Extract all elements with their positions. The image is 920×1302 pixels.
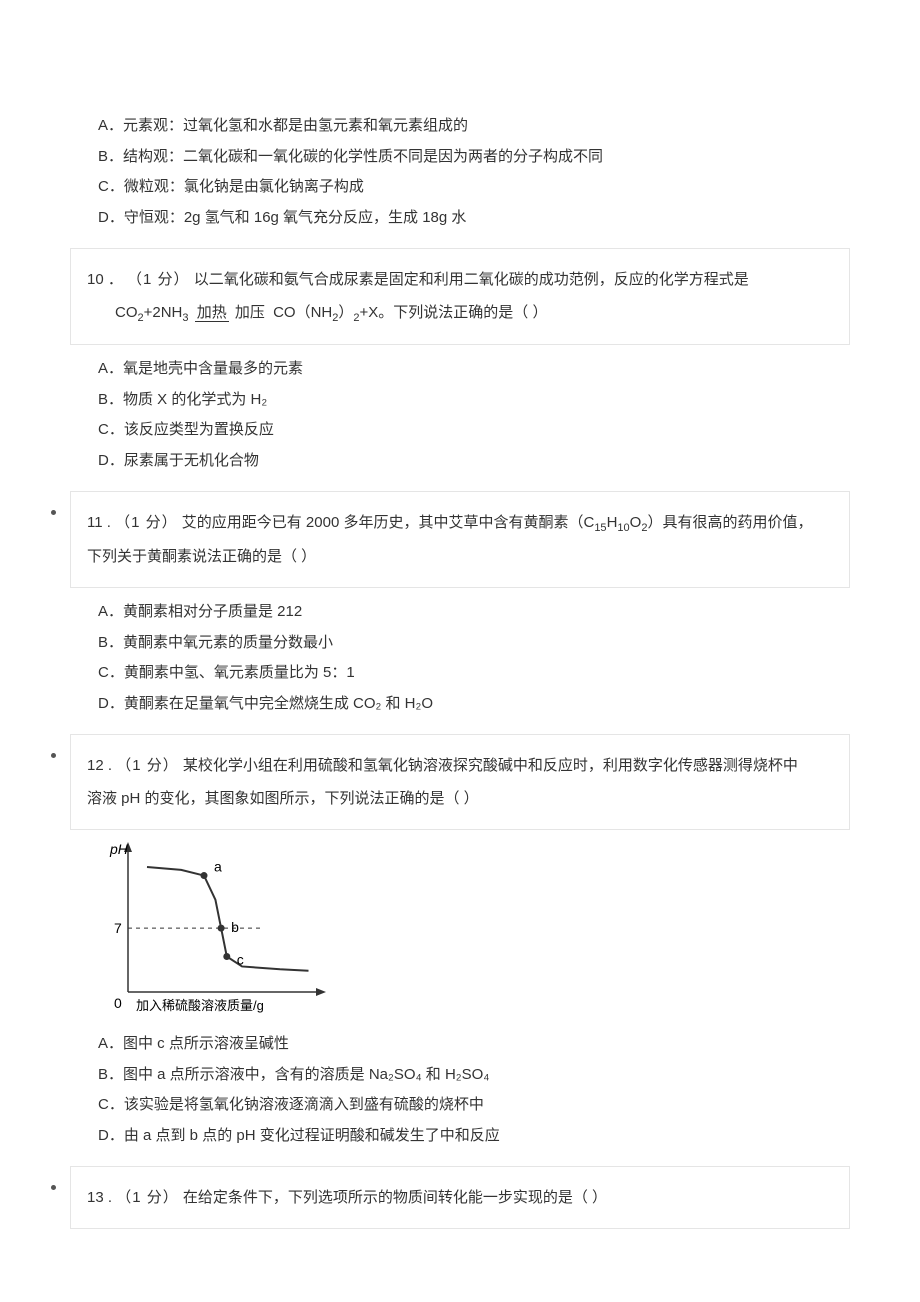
q11-sub-c: 15: [594, 522, 606, 534]
q9-option-c: C．微粒观：氯化钠是由氯化钠离子构成: [98, 173, 850, 202]
q12-stem-line1: 12 . （1 分） 某校化学小组在利用硫酸和氢氧化钠溶液探究酸碱中和反应时，利…: [87, 749, 833, 782]
q10-box: 10 ． （1 分） 以二氧化碳和氨气合成尿素是固定和利用二氧化碳的成功范例，反…: [70, 248, 850, 345]
svg-text:b: b: [231, 919, 239, 935]
q10-eq-right3: +X。下列说法正确的是（ ）: [360, 304, 548, 321]
q11-option-a: A．黄酮素相对分子质量是 212: [98, 598, 850, 627]
q11-option-d: D．黄酮素在足量氧气中完全燃烧生成 CO₂ 和 H₂O: [98, 690, 850, 719]
q10-option-c: C．该反应类型为置换反应: [98, 416, 850, 445]
q11-option-b: B．黄酮素中氧元素的质量分数最小: [98, 629, 850, 658]
svg-text:pH: pH: [109, 841, 129, 857]
q13-num: 13 .: [87, 1189, 112, 1206]
q9-option-b: B．结构观：二氧化碳和一氧化碳的化学性质不同是因为两者的分子构成不同: [98, 143, 850, 172]
q11-t1c: O: [630, 514, 642, 531]
bullet-icon: [51, 1185, 56, 1190]
q10-condition: 加热 加压: [195, 304, 267, 322]
q10-score: （1 分）: [127, 271, 190, 288]
svg-text:c: c: [237, 952, 244, 968]
q12-box: 12 . （1 分） 某校化学小组在利用硫酸和氢氧化钠溶液探究酸碱中和反应时，利…: [70, 734, 850, 830]
q11-stem-line2: 下列关于黄酮素说法正确的是（ ）: [87, 540, 833, 573]
q10-eq-co2-co: CO: [115, 304, 138, 321]
svg-text:a: a: [214, 859, 222, 875]
q11-box: 11 . （1 分） 艾的应用距今已有 2000 多年历史，其中艾草中含有黄酮素…: [70, 491, 850, 588]
q11-t1d: ）具有很高的药用价值，: [647, 514, 812, 531]
q13-box: 13 . （1 分） 在给定条件下，下列选项所示的物质间转化能一步实现的是（ ）: [70, 1166, 850, 1229]
q11-sub-h: 10: [617, 522, 629, 534]
q10-cond-top: 加热: [195, 304, 229, 322]
svg-text:0: 0: [114, 995, 122, 1011]
q12-num: 12 .: [87, 757, 112, 774]
q11-t1b: H: [607, 514, 618, 531]
q10-num: 10 ．: [87, 271, 123, 288]
q10-option-d: D．尿素属于无机化合物: [98, 447, 850, 476]
q11-t1: 艾的应用距今已有 2000 多年历史，其中艾草中含有黄酮素（C: [182, 514, 595, 531]
q11-option-c: C．黄酮素中氢、氧元素质量比为 5：1: [98, 659, 850, 688]
q13-score: （1 分）: [116, 1189, 179, 1206]
q9-option-d: D．守恒观：2g 氢气和 16g 氧气充分反应，生成 18g 水: [98, 204, 850, 233]
q11-stem-line1: 11 . （1 分） 艾的应用距今已有 2000 多年历史，其中艾草中含有黄酮素…: [87, 506, 833, 540]
q10-eq-right1: CO（NH: [273, 304, 332, 321]
q11-num: 11 .: [87, 514, 111, 531]
q13-text: 在给定条件下，下列选项所示的物质间转化能一步实现的是（ ）: [183, 1189, 607, 1206]
q13-stem: 13 . （1 分） 在给定条件下，下列选项所示的物质间转化能一步实现的是（ ）: [87, 1181, 833, 1214]
q10-stem: 10 ． （1 分） 以二氧化碳和氨气合成尿素是固定和利用二氧化碳的成功范例，反…: [87, 263, 833, 296]
svg-text:7: 7: [114, 920, 122, 936]
bullet-icon: [51, 510, 56, 515]
q12-option-d: D．由 a 点到 b 点的 pH 变化过程证明酸和碱发生了中和反应: [98, 1122, 850, 1151]
q11-score: （1 分）: [115, 514, 178, 531]
q12-stem-line2: 溶液 pH 的变化，其图象如图所示，下列说法正确的是（ ）: [87, 782, 833, 815]
q10-text1: 以二氧化碳和氨气合成尿素是固定和利用二氧化碳的成功范例，反应的化学方程式是: [194, 271, 749, 288]
q12-t1: 某校化学小组在利用硫酸和氢氧化钠溶液探究酸碱中和反应时，利用数字化传感器测得烧杯…: [183, 757, 798, 774]
q12-option-a: A．图中 c 点所示溶液呈碱性: [98, 1030, 850, 1059]
q10-eq-nh3: +2NH: [144, 304, 183, 321]
q10-option-b: B．物质 X 的化学式为 H₂: [98, 386, 850, 415]
q10-equation: CO2+2NH3 加热 加压 CO（NH2）2+X。下列说法正确的是（ ）: [115, 296, 833, 330]
q12-chart: pH 7 0 加入稀硫酸溶液质量/g a b c: [98, 840, 328, 1020]
q12-option-b: B．图中 a 点所示溶液中，含有的溶质是 Na₂SO₄ 和 H₂SO₄: [98, 1061, 850, 1090]
q10-eq-right2: ）: [338, 304, 353, 321]
ph-curve-chart: pH 7 0 加入稀硫酸溶液质量/g a b c: [98, 840, 328, 1020]
q12-score: （1 分）: [116, 757, 179, 774]
q9-option-a: A．元素观：过氧化氢和水都是由氢元素和氧元素组成的: [98, 112, 850, 141]
q12-option-c: C．该实验是将氢氧化钠溶液逐滴滴入到盛有硫酸的烧杯中: [98, 1091, 850, 1120]
q10-cond-bot: 加压: [233, 304, 267, 321]
svg-text:加入稀硫酸溶液质量/g: 加入稀硫酸溶液质量/g: [136, 998, 264, 1013]
q10-option-a: A．氧是地壳中含量最多的元素: [98, 355, 850, 384]
bullet-icon: [51, 753, 56, 758]
